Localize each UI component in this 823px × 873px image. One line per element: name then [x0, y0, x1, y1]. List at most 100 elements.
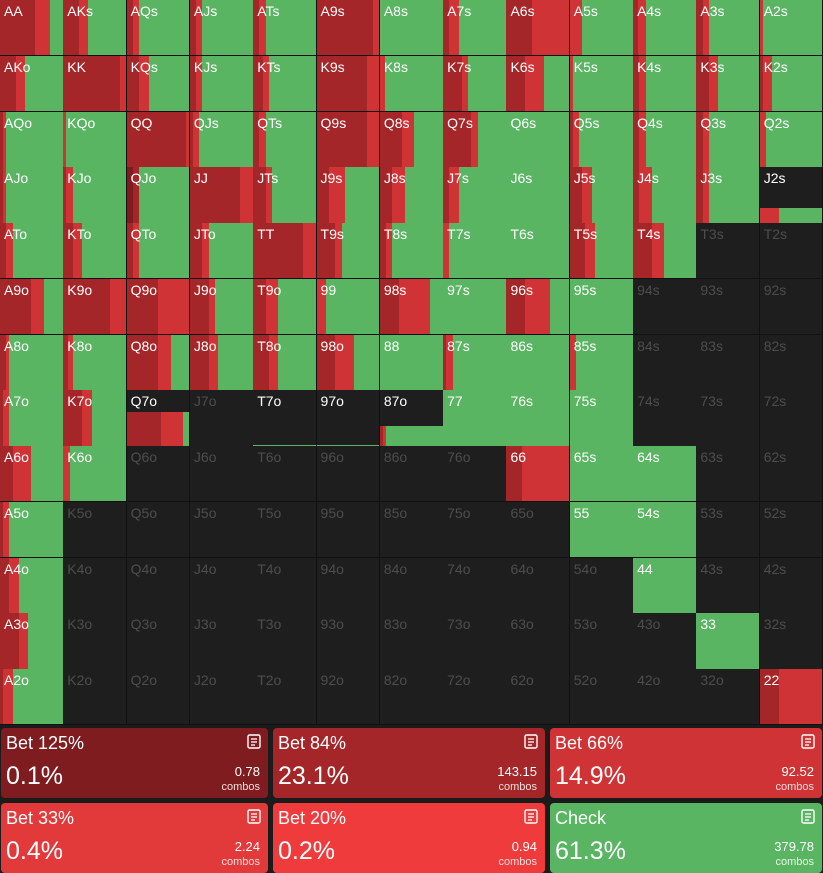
hand-cell[interactable]: K7o	[63, 390, 128, 447]
hand-cell[interactable]: Q7s	[443, 111, 507, 168]
hand-cell[interactable]: AJo	[0, 167, 64, 224]
hand-cell[interactable]: 32s	[759, 613, 823, 670]
hand-cell[interactable]: T7o	[253, 390, 318, 447]
hand-cell[interactable]: 32o	[696, 669, 761, 726]
hand-cell[interactable]: Q6s	[506, 111, 571, 168]
hand-cell[interactable]: 93s	[696, 278, 761, 336]
hand-cell[interactable]: 88	[379, 334, 444, 391]
hand-cell[interactable]: 83o	[379, 613, 444, 670]
hand-cell[interactable]: J4o	[189, 557, 254, 614]
hand-cell[interactable]: A5s	[569, 0, 634, 57]
hand-cell[interactable]: 93o	[316, 613, 381, 670]
hand-cell[interactable]: A9o	[0, 278, 64, 336]
notes-icon[interactable]	[801, 809, 815, 824]
hand-cell[interactable]: 87s	[443, 334, 507, 391]
hand-cell[interactable]: A3o	[0, 613, 64, 670]
hand-cell[interactable]: Q8o	[126, 334, 191, 391]
hand-cell[interactable]: 62o	[506, 669, 571, 726]
hand-cell[interactable]: Q6o	[126, 446, 191, 503]
hand-cell[interactable]: 62s	[759, 446, 823, 503]
hand-cell[interactable]: ATo	[0, 223, 64, 280]
hand-cell[interactable]: TT	[253, 223, 318, 280]
hand-cell[interactable]: K2o	[63, 669, 128, 726]
hand-cell[interactable]: Q4o	[126, 557, 191, 614]
hand-cell[interactable]: 43o	[633, 613, 697, 670]
hand-cell[interactable]: Q7o	[126, 390, 191, 447]
hand-cell[interactable]: 53s	[696, 501, 761, 559]
hand-cell[interactable]: 82s	[759, 334, 823, 391]
hand-cell[interactable]: 75s	[569, 390, 634, 447]
hand-cell[interactable]: 73o	[443, 613, 507, 670]
hand-cell[interactable]: K5s	[569, 55, 634, 113]
action-box-bet-125[interactable]: Bet 125% 0.1% 0.78 combos	[1, 728, 268, 798]
hand-cell[interactable]: 82o	[379, 669, 444, 726]
hand-cell[interactable]: K8s	[379, 55, 444, 113]
hand-cell[interactable]: 84s	[633, 334, 697, 391]
hand-cell[interactable]: K4s	[633, 55, 697, 113]
hand-cell[interactable]: K5o	[63, 501, 128, 559]
hand-cell[interactable]: T5o	[253, 501, 318, 559]
hand-cell[interactable]: A6s	[506, 0, 571, 57]
hand-cell[interactable]: 85o	[379, 501, 444, 559]
hand-cell[interactable]: T5s	[569, 223, 634, 280]
hand-cell[interactable]: QTs	[253, 111, 318, 168]
hand-cell[interactable]: 85s	[569, 334, 634, 391]
hand-cell[interactable]: 77	[443, 390, 507, 447]
hand-cell[interactable]: 76o	[443, 446, 507, 503]
hand-cell[interactable]: T8o	[253, 334, 318, 391]
notes-icon[interactable]	[801, 734, 815, 749]
hand-cell[interactable]: 53o	[569, 613, 634, 670]
hand-cell[interactable]: T3s	[696, 223, 761, 280]
hand-cell[interactable]: 42o	[633, 669, 697, 726]
hand-cell[interactable]: T7s	[443, 223, 507, 280]
hand-cell[interactable]: K9s	[316, 55, 381, 113]
hand-cell[interactable]: T2s	[759, 223, 823, 280]
hand-cell[interactable]: A7s	[443, 0, 507, 57]
hand-cell[interactable]: 74o	[443, 557, 507, 614]
hand-cell[interactable]: 99	[316, 278, 381, 336]
hand-cell[interactable]: 72o	[443, 669, 507, 726]
hand-cell[interactable]: AKo	[0, 55, 64, 113]
hand-cell[interactable]: J3s	[696, 167, 761, 224]
hand-cell[interactable]: 95o	[316, 501, 381, 559]
hand-cell[interactable]: 97s	[443, 278, 507, 336]
hand-cell[interactable]: J7o	[189, 390, 254, 447]
hand-cell[interactable]: 66	[506, 446, 571, 503]
hand-cell[interactable]: J9s	[316, 167, 381, 224]
hand-cell[interactable]: J4s	[633, 167, 697, 224]
hand-cell[interactable]: J3o	[189, 613, 254, 670]
hand-cell[interactable]: J8s	[379, 167, 444, 224]
hand-cell[interactable]: QTo	[126, 223, 191, 280]
hand-cell[interactable]: AJs	[189, 0, 254, 57]
hand-cell[interactable]: 73s	[696, 390, 761, 447]
hand-cell[interactable]: 75o	[443, 501, 507, 559]
hand-cell[interactable]: 97o	[316, 390, 381, 447]
hand-cell[interactable]: T6s	[506, 223, 571, 280]
hand-cell[interactable]: J5s	[569, 167, 634, 224]
hand-cell[interactable]: 74s	[633, 390, 697, 447]
hand-cell[interactable]: K7s	[443, 55, 507, 113]
hand-cell[interactable]: A5o	[0, 501, 64, 559]
hand-cell[interactable]: T9o	[253, 278, 318, 336]
hand-cell[interactable]: KQs	[126, 55, 191, 113]
hand-cell[interactable]: A2o	[0, 669, 64, 726]
hand-cell[interactable]: 76s	[506, 390, 571, 447]
hand-cell[interactable]: Q3s	[696, 111, 761, 168]
hand-cell[interactable]: JJ	[189, 167, 254, 224]
hand-cell[interactable]: Q5s	[569, 111, 634, 168]
hand-cell[interactable]: 95s	[569, 278, 634, 336]
hand-cell[interactable]: K4o	[63, 557, 128, 614]
hand-cell[interactable]: Q3o	[126, 613, 191, 670]
hand-cell[interactable]: JTo	[189, 223, 254, 280]
hand-cell[interactable]: K6s	[506, 55, 571, 113]
notes-icon[interactable]	[524, 734, 538, 749]
hand-cell[interactable]: 44	[633, 557, 697, 614]
hand-cell[interactable]: KK	[63, 55, 128, 113]
hand-cell[interactable]: 33	[696, 613, 761, 670]
hand-cell[interactable]: 87o	[379, 390, 444, 447]
hand-cell[interactable]: K9o	[63, 278, 128, 336]
action-box-check[interactable]: Check 61.3% 379.78 combos	[550, 803, 822, 873]
hand-cell[interactable]: T2o	[253, 669, 318, 726]
hand-cell[interactable]: KQo	[63, 111, 128, 168]
hand-cell[interactable]: A6o	[0, 446, 64, 503]
